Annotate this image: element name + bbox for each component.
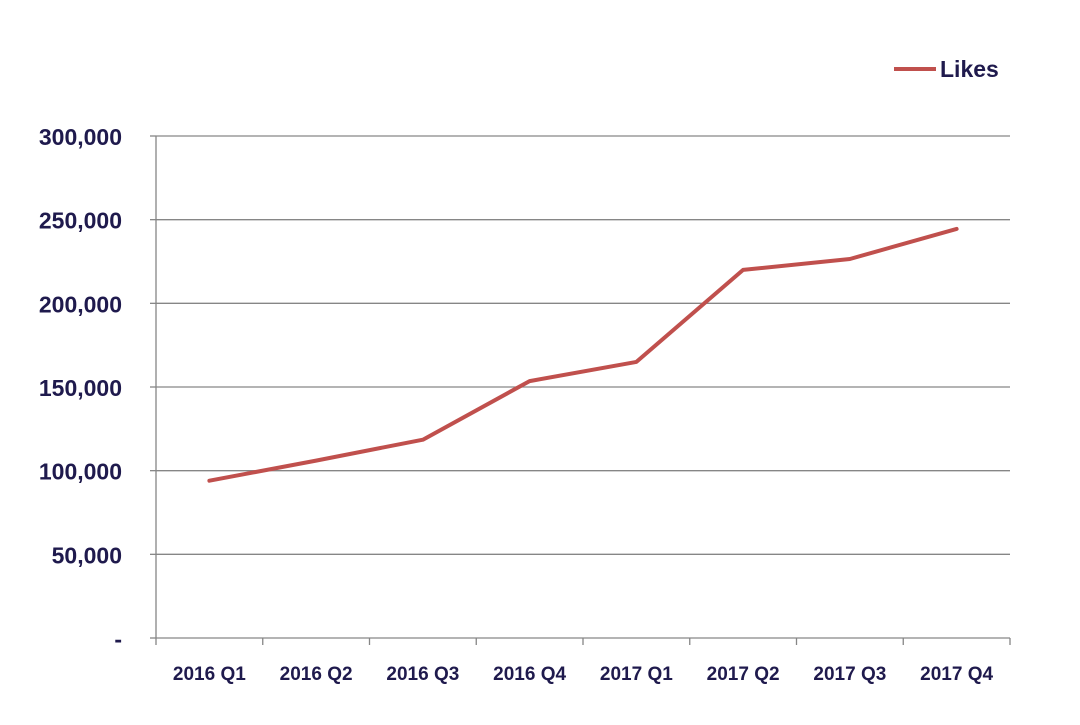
x-tick-label: 2016 Q3 (386, 664, 459, 685)
y-tick-label: 50,000 (52, 542, 122, 568)
legend-label: Likes (940, 56, 999, 82)
x-tick-label: 2016 Q1 (173, 664, 246, 685)
x-tick-label: 2016 Q2 (280, 664, 353, 685)
x-tick-label: 2017 Q3 (813, 664, 886, 685)
legend: Likes (894, 56, 999, 82)
series-line (207, 226, 959, 483)
y-tick-label: 100,000 (39, 459, 122, 485)
axes (150, 135, 1011, 645)
y-tick-labels: - 50,000 100,000 150,000 200,000 250,000 300,0… (39, 124, 122, 652)
y-tick-label: 150,000 (39, 375, 122, 401)
y-tick-label: 300,000 (39, 124, 122, 150)
y-tick-label: - (114, 626, 122, 652)
x-tick-label: 2017 Q2 (707, 664, 780, 685)
x-tick-label: 2017 Q1 (600, 664, 673, 685)
gridlines (156, 135, 1010, 555)
x-tick-labels: 2016 Q1 2016 Q2 2016 Q3 2016 Q4 2017 Q1 2017 … (173, 664, 994, 685)
x-tick-label: 2016 Q4 (493, 664, 566, 685)
x-tick-label: 2017 Q4 (920, 664, 993, 685)
y-tick-label: 200,000 (39, 291, 122, 317)
series-lines (207, 226, 959, 483)
y-tick-label: 250,000 (39, 208, 122, 234)
